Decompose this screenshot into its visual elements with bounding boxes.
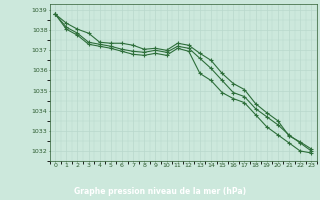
Text: Graphe pression niveau de la mer (hPa): Graphe pression niveau de la mer (hPa) — [74, 187, 246, 196]
